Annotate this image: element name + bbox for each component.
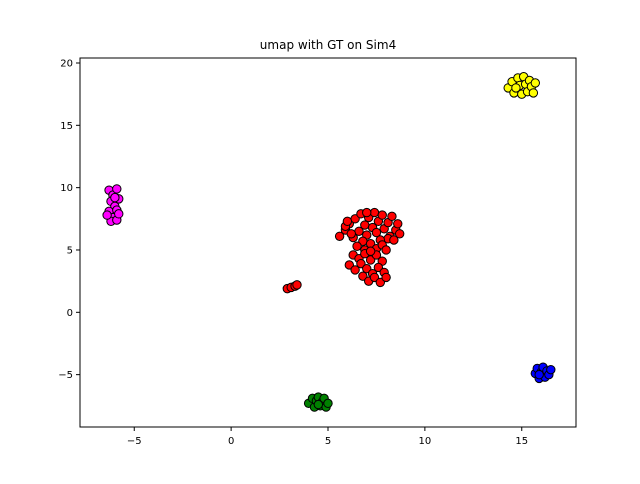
- y-tick-label: 5: [67, 245, 73, 256]
- data-point: [334, 231, 345, 241]
- data-point: [362, 207, 372, 218]
- data-point: [112, 184, 122, 194]
- x-tick-label: 0: [228, 436, 234, 447]
- axes-layer: −5 0 5 10 15 −5 0 5 10 15 20: [58, 58, 528, 447]
- data-point: [114, 209, 124, 219]
- data-point: [344, 260, 355, 270]
- data-point: [365, 246, 376, 256]
- data-point: [394, 229, 405, 239]
- data-point: [377, 210, 387, 220]
- data-point: [102, 210, 112, 220]
- data-point: [369, 272, 380, 283]
- data-point: [356, 258, 366, 269]
- data-point: [352, 241, 362, 251]
- x-tick-label: 10: [419, 436, 432, 447]
- y-tick-label: 15: [60, 121, 73, 132]
- data-point: [534, 369, 544, 380]
- chart-title: umap with GT on Sim4: [260, 38, 396, 52]
- data-point: [369, 207, 380, 218]
- data-point: [393, 219, 403, 229]
- x-tick-label: 15: [515, 436, 528, 447]
- data-point: [313, 399, 324, 410]
- data-point: [528, 88, 539, 98]
- y-tick-label: 10: [60, 183, 73, 194]
- data-point: [350, 265, 360, 275]
- data-point: [389, 235, 399, 245]
- data-point: [546, 364, 556, 375]
- data-point: [346, 229, 356, 239]
- data-point: [342, 216, 353, 227]
- x-tick-label: −5: [127, 436, 142, 447]
- x-tick-label: 5: [325, 436, 331, 447]
- data-point: [381, 245, 391, 255]
- data-point: [530, 78, 541, 88]
- data-point: [511, 83, 521, 93]
- data-point: [381, 272, 391, 283]
- data-point: [373, 262, 384, 273]
- points-layer: [102, 71, 556, 412]
- data-point: [371, 227, 382, 238]
- data-point: [323, 398, 333, 409]
- data-point: [387, 211, 397, 222]
- data-point: [358, 271, 368, 281]
- data-point: [292, 280, 302, 290]
- y-tick-label: 0: [67, 308, 73, 319]
- y-tick-label: −5: [58, 370, 73, 381]
- y-tick-label: 20: [60, 58, 73, 69]
- data-point: [362, 263, 372, 274]
- data-point: [110, 192, 120, 203]
- data-point: [375, 277, 386, 288]
